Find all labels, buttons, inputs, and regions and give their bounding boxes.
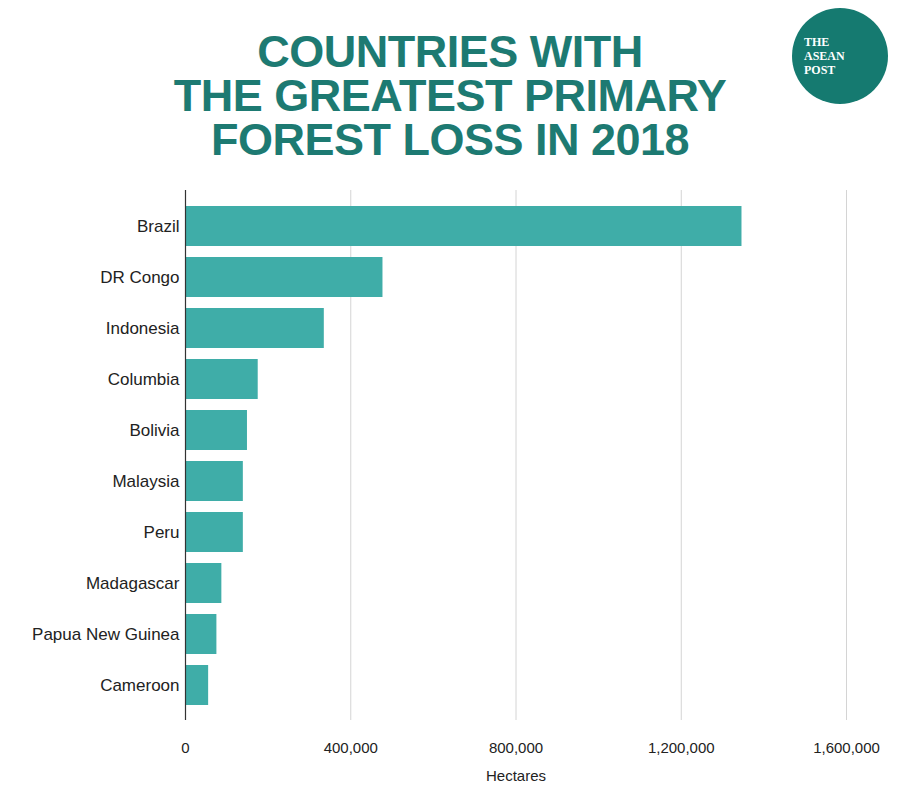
- svg-text:Madagascar: Madagascar: [86, 574, 180, 593]
- html-text:THE ASEAN POST: THE ASEAN POST: [804, 35, 845, 77]
- svg-text:800,000: 800,000: [489, 739, 543, 756]
- svg-text:Brazil: Brazil: [137, 217, 180, 236]
- svg-text:DR Congo: DR Congo: [100, 268, 179, 287]
- svg-text:1,200,000: 1,200,000: [648, 739, 715, 756]
- svg-text:0: 0: [181, 739, 189, 756]
- svg-text:1,600,000: 1,600,000: [813, 739, 880, 756]
- svg-text:Malaysia: Malaysia: [112, 472, 180, 491]
- html-text:COUNTRIES WITH THE GREATEST PR: COUNTRIES WITH THE GREATEST PRIMARY FORE…: [173, 26, 727, 165]
- svg-text:Hectares: Hectares: [486, 767, 546, 784]
- svg-text:400,000: 400,000: [324, 739, 378, 756]
- svg-text:Indonesia: Indonesia: [106, 319, 180, 338]
- svg-text:Peru: Peru: [144, 523, 180, 542]
- svg-text:Papua New Guinea: Papua New Guinea: [32, 625, 180, 644]
- svg-text:Columbia: Columbia: [108, 370, 180, 389]
- svg-text:Bolivia: Bolivia: [129, 421, 180, 440]
- svg-text:Cameroon: Cameroon: [100, 676, 179, 695]
